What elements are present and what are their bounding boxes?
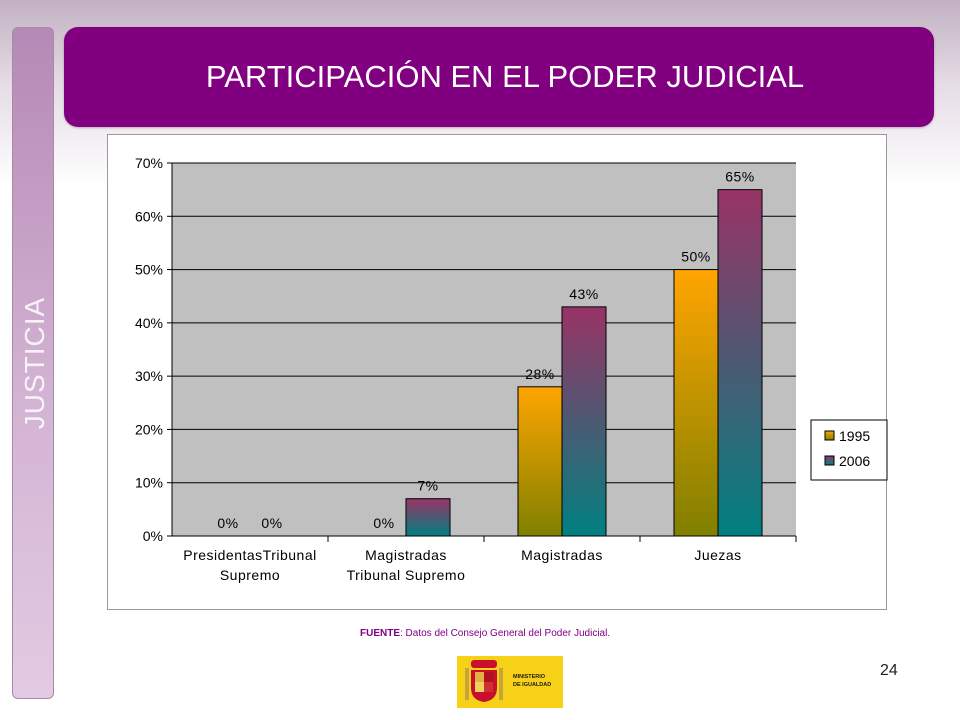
bar-2006 [717,189,763,537]
x-category-label: Tribunal Supremo [347,567,466,583]
y-tick-label: 60% [135,208,163,224]
bar-1995 [517,386,563,537]
x-category-label: PresidentasTribunal [183,547,317,563]
y-tick-label: 30% [135,368,163,384]
ministry-logo: MINISTERIO DE IGUALDAD [457,656,563,708]
y-tick-label: 20% [135,421,163,437]
coat-of-arms-icon: MINISTERIO DE IGUALDAD [465,660,551,702]
data-label: 0% [261,515,282,531]
legend-swatch-1995 [824,430,835,441]
data-label: 7% [417,478,438,494]
x-category-label: Supremo [220,567,280,583]
y-tick-label: 10% [135,475,163,491]
logo-line-2: DE IGUALDAD [513,682,551,688]
section-sidebar [12,27,54,699]
y-tick-label: 50% [135,262,163,278]
bar-2006 [405,498,451,537]
data-label: 43% [569,286,599,302]
slide-title: PARTICIPACIÓN EN EL PODER JUDICIAL [205,59,805,94]
source-note: FUENTE: Datos del Consejo General del Po… [360,628,610,639]
bar-1995 [673,269,719,537]
legend-box [810,419,888,481]
data-label: 0% [217,515,238,531]
page-number: 24 [880,662,898,679]
x-category-label: Juezas [694,547,741,563]
data-label: 65% [725,169,755,185]
legend-swatch-2006 [824,455,835,466]
legend-label: 2006 [839,453,870,469]
data-label: 0% [373,515,394,531]
source-label: FUENTE [360,628,400,639]
source-text: : Datos del Consejo General del Poder Ju… [400,628,611,639]
legend-label: 1995 [839,428,870,444]
bar-2006 [561,306,607,537]
data-label: 28% [525,366,555,382]
y-tick-label: 0% [143,528,163,544]
x-category-label: Magistradas [521,547,603,563]
data-label: 50% [681,249,711,265]
section-label: JUSTICIA [19,296,50,430]
logo-line-1: MINISTERIO [513,674,546,680]
bar-chart: 0% 10% 20% 30% 40% 50% 60% 70% 0% 0% PresidentasTr… [135,155,888,583]
chart-area: 0% 10% 20% 30% 40% 50% 60% 70% 0% 0% PresidentasTr… [107,134,888,610]
y-tick-label: 40% [135,315,163,331]
y-tick-label: 70% [135,155,163,171]
title-banner: PARTICIPACIÓN EN EL PODER JUDICIAL [64,27,934,127]
x-category-label: Magistradas [365,547,447,563]
